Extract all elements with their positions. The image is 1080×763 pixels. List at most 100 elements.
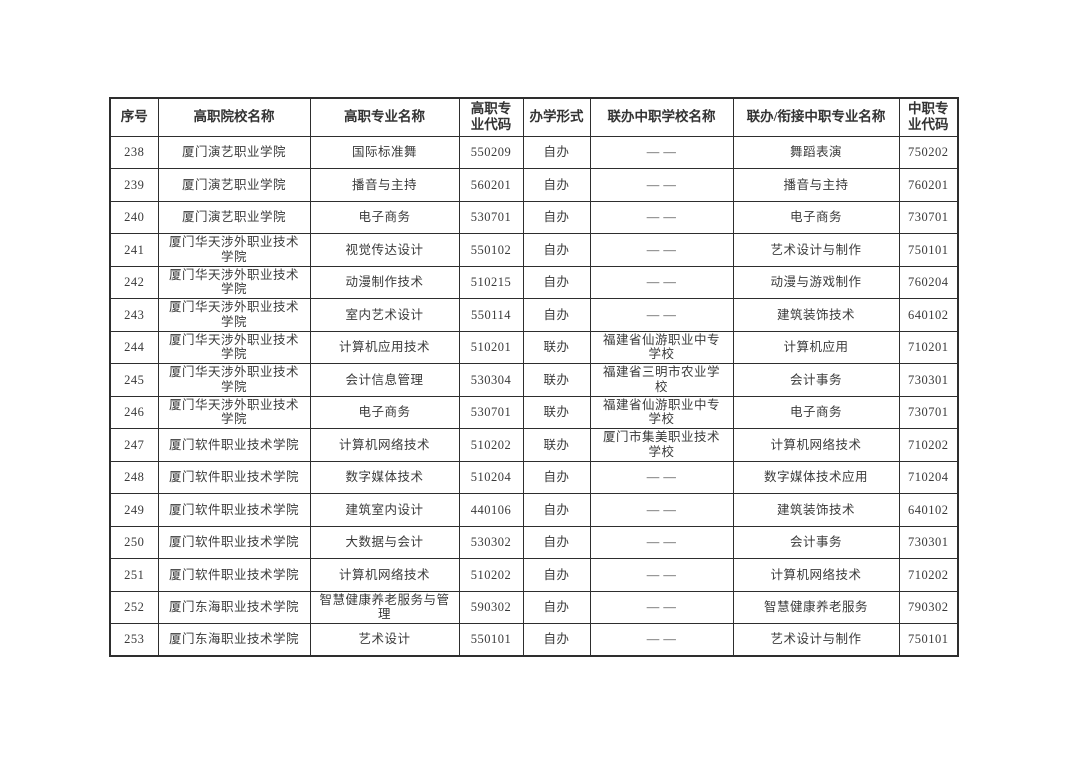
- table-cell: 厦门华天涉外职业技术 学院: [157, 363, 311, 397]
- table-cell: 数字媒体技术: [309, 460, 460, 494]
- table-row: 238 厦门演艺职业学院 国际标准舞 550209 自办 — — 舞蹈表演 750202: [109, 135, 959, 169]
- table-cell: 动漫制作技术: [309, 265, 460, 299]
- table-cell: 240: [109, 200, 159, 234]
- table-cell: 730301: [898, 525, 959, 559]
- table-cell: — —: [589, 233, 734, 267]
- table-cell: 电子商务: [309, 200, 460, 234]
- table-row: 248 厦门软件职业技术学院 数字媒体技术 510204 自办 — — 数字媒体技术应用 71…: [109, 460, 959, 494]
- table-cell: 243: [109, 298, 159, 332]
- table-cell: 247: [109, 428, 159, 462]
- table-cell: 710202: [898, 558, 959, 592]
- table-cell: — —: [589, 460, 734, 494]
- table-cell: 510201: [458, 330, 524, 364]
- table-cell: 510202: [458, 428, 524, 462]
- table-row: 239 厦门演艺职业学院 播音与主持 560201 自办 — — 播音与主持 760201: [109, 168, 959, 202]
- table-cell: 750202: [898, 135, 959, 169]
- table-cell: 建筑装饰技术: [732, 493, 900, 527]
- table-row: 244 厦门华天涉外职业技术 学院 计算机应用技术 510201 联办 福建省仙游职业中专…: [109, 330, 959, 364]
- column-header: 序号: [109, 97, 159, 137]
- table-cell: 760204: [898, 265, 959, 299]
- table-cell: 厦门华天涉外职业技术 学院: [157, 395, 311, 429]
- table-cell: 自办: [522, 168, 591, 202]
- table-row: 251 厦门软件职业技术学院 计算机网络技术 510202 自办 — — 计算机网络技术 71…: [109, 558, 959, 592]
- column-header: 联办/衔接中职专业名称: [732, 97, 900, 137]
- table-cell: — —: [589, 298, 734, 332]
- table-cell: 790302: [898, 590, 959, 624]
- table-cell: 730701: [898, 200, 959, 234]
- table-cell: 室内艺术设计: [309, 298, 460, 332]
- table-cell: 自办: [522, 200, 591, 234]
- table-cell: 245: [109, 363, 159, 397]
- table-cell: 国际标准舞: [309, 135, 460, 169]
- table-cell: 510202: [458, 558, 524, 592]
- table-cell: 厦门华天涉外职业技术 学院: [157, 233, 311, 267]
- table-cell: 自办: [522, 135, 591, 169]
- table-cell: 计算机应用: [732, 330, 900, 364]
- table-cell: 厦门软件职业技术学院: [157, 428, 311, 462]
- table-cell: 厦门华天涉外职业技术 学院: [157, 265, 311, 299]
- table-cell: 会计事务: [732, 363, 900, 397]
- table-cell: 联办: [522, 395, 591, 429]
- table-cell: 自办: [522, 233, 591, 267]
- table-cell: 560201: [458, 168, 524, 202]
- table-cell: 248: [109, 460, 159, 494]
- header-row: 序号 高职院校名称 高职专业名称 高职专 业代码 办学形式 联办中职学校名称 联办/衔接中职…: [109, 97, 959, 137]
- table-cell: 厦门华天涉外职业技术 学院: [157, 298, 311, 332]
- table-cell: 厦门市集美职业技术 学校: [589, 428, 734, 462]
- table-cell: 厦门软件职业技术学院: [157, 525, 311, 559]
- table-cell: 动漫与游戏制作: [732, 265, 900, 299]
- table-cell: 福建省三明市农业学 校: [589, 363, 734, 397]
- table-cell: — —: [589, 525, 734, 559]
- table-cell: 数字媒体技术应用: [732, 460, 900, 494]
- table-cell: 厦门演艺职业学院: [157, 168, 311, 202]
- table-cell: 厦门华天涉外职业技术 学院: [157, 330, 311, 364]
- column-header: 高职专 业代码: [458, 97, 524, 137]
- table-cell: 艺术设计与制作: [732, 623, 900, 657]
- table-cell: 厦门东海职业技术学院: [157, 590, 311, 624]
- table-cell: 厦门东海职业技术学院: [157, 623, 311, 657]
- table-cell: 246: [109, 395, 159, 429]
- table-cell: 联办: [522, 330, 591, 364]
- table-body: 238 厦门演艺职业学院 国际标准舞 550209 自办 — — 舞蹈表演 750202 239…: [109, 135, 959, 657]
- table-cell: 550114: [458, 298, 524, 332]
- table-cell: 710202: [898, 428, 959, 462]
- table-cell: 550102: [458, 233, 524, 267]
- table-cell: 510204: [458, 460, 524, 494]
- table-row: 250 厦门软件职业技术学院 大数据与会计 530302 自办 — — 会计事务 730301: [109, 525, 959, 559]
- table-cell: 厦门软件职业技术学院: [157, 460, 311, 494]
- table-cell: 会计事务: [732, 525, 900, 559]
- table-cell: 建筑装饰技术: [732, 298, 900, 332]
- table-cell: 电子商务: [309, 395, 460, 429]
- column-header: 高职专业名称: [309, 97, 460, 137]
- table-cell: 播音与主持: [309, 168, 460, 202]
- table-cell: 530304: [458, 363, 524, 397]
- column-header: 高职院校名称: [157, 97, 311, 137]
- table-cell: 福建省仙游职业中专 学校: [589, 330, 734, 364]
- table-row: 253 厦门东海职业技术学院 艺术设计 550101 自办 — — 艺术设计与制作 75010…: [109, 623, 959, 657]
- table-cell: 厦门软件职业技术学院: [157, 493, 311, 527]
- table-cell: 大数据与会计: [309, 525, 460, 559]
- table-cell: — —: [589, 493, 734, 527]
- table-cell: 760201: [898, 168, 959, 202]
- table-cell: 计算机网络技术: [309, 428, 460, 462]
- table-cell: 视觉传达设计: [309, 233, 460, 267]
- table-cell: — —: [589, 200, 734, 234]
- table-cell: 艺术设计: [309, 623, 460, 657]
- table-cell: 会计信息管理: [309, 363, 460, 397]
- table-cell: 253: [109, 623, 159, 657]
- table-row: 252 厦门东海职业技术学院 智慧健康养老服务与管 理 590302 自办 — — 智慧健康…: [109, 590, 959, 624]
- table-cell: 241: [109, 233, 159, 267]
- table-row: 247 厦门软件职业技术学院 计算机网络技术 510202 联办 厦门市集美职业技术 学校…: [109, 428, 959, 462]
- table-cell: 590302: [458, 590, 524, 624]
- column-header: 联办中职学校名称: [589, 97, 734, 137]
- table-row: 245 厦门华天涉外职业技术 学院 会计信息管理 530304 联办 福建省三明市农业学 …: [109, 363, 959, 397]
- table-cell: 750101: [898, 623, 959, 657]
- table-cell: 510215: [458, 265, 524, 299]
- table-cell: 239: [109, 168, 159, 202]
- table-cell: 自办: [522, 265, 591, 299]
- table-cell: 艺术设计与制作: [732, 233, 900, 267]
- table-cell: 厦门演艺职业学院: [157, 200, 311, 234]
- column-header: 中职专 业代码: [898, 97, 959, 137]
- table-cell: 智慧健康养老服务与管 理: [309, 590, 460, 624]
